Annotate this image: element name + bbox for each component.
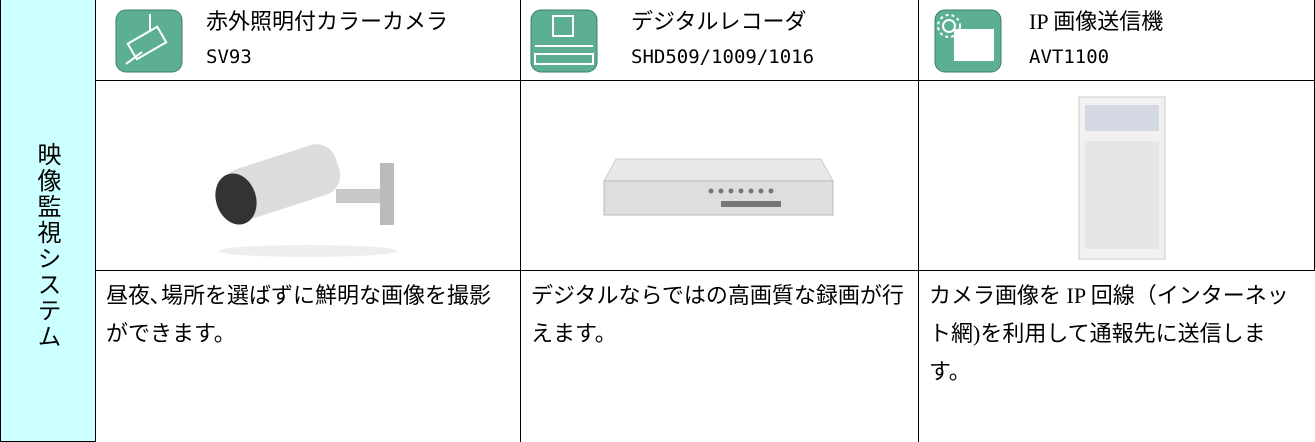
product-name: IP 画像送信機 [1029, 9, 1164, 34]
recorder-icon [530, 9, 598, 73]
image-cell [96, 81, 521, 271]
recorder-photo [603, 158, 834, 216]
transmitter-icon [934, 9, 1002, 73]
description: 昼夜､場所を選ばずに鮮明な画像を撮影ができます。 [106, 283, 492, 346]
text-cell: デジタルならではの高画質な録画が行えます。 [521, 271, 919, 442]
product-name: 赤外照明付カラーカメラ [206, 9, 449, 34]
text-cell: 昼夜､場所を選ばずに鮮明な画像を撮影ができます。 [96, 271, 521, 442]
product-name: デジタルレコーダ [631, 9, 807, 34]
image-cell [521, 81, 919, 271]
description: カメラ画像を IP 回線（インターネット網)を利用して通報先に送信します。 [929, 283, 1289, 384]
product-model: SV93 [206, 46, 252, 68]
image-cell [919, 81, 1315, 271]
side-label: 映像監視システム [33, 142, 59, 350]
product-model: SHD509/1009/1016 [631, 46, 815, 68]
camera-icon [115, 9, 183, 73]
description: デジタルならではの高画質な録画が行えます。 [531, 283, 904, 346]
side-cell: 映像監視システム [0, 0, 96, 442]
header-cell: デジタルレコーダ SHD509/1009/1016 [521, 0, 919, 81]
product-model: AVT1100 [1029, 46, 1110, 68]
transmitter-photo [1078, 96, 1166, 260]
header-cell: IP 画像送信機 AVT1100 [919, 0, 1315, 81]
camera-photo [215, 144, 398, 257]
header-cell: 赤外照明付カラーカメラ SV93 [96, 0, 521, 81]
text-cell: カメラ画像を IP 回線（インターネット網)を利用して通報先に送信します。 [919, 271, 1315, 442]
